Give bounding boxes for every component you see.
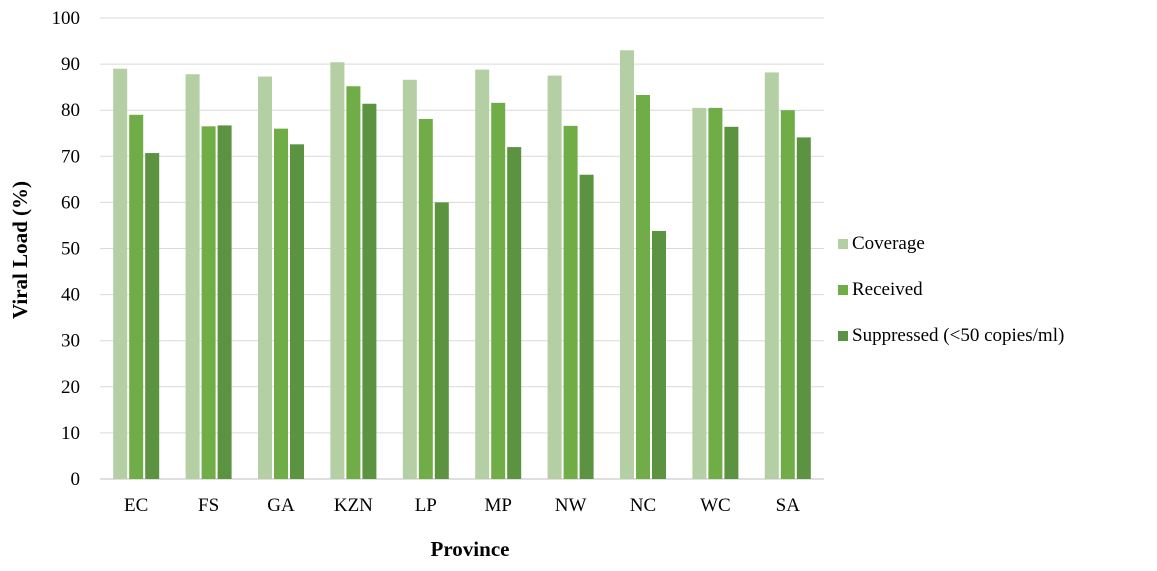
y-tick-label: 30 bbox=[61, 331, 80, 352]
legend-swatch bbox=[838, 285, 848, 295]
bar-lp-coverage bbox=[402, 79, 417, 480]
y-tick-label: 20 bbox=[61, 377, 80, 398]
y-tick-label: 70 bbox=[61, 146, 80, 167]
y-tick-label: 60 bbox=[61, 192, 80, 213]
bar-ec-coverage bbox=[113, 68, 128, 480]
bar-nc-received bbox=[636, 94, 650, 479]
bar-nw-suppressed bbox=[579, 174, 594, 480]
x-tick-label: NC bbox=[630, 495, 656, 516]
x-tick-label: NW bbox=[555, 495, 587, 516]
y-tick-label: 10 bbox=[61, 423, 80, 444]
bar-ec-received bbox=[129, 114, 144, 479]
legend-label: Received bbox=[852, 279, 923, 300]
legend: Coverage Received Suppressed (<50 copies/m… bbox=[838, 233, 1064, 346]
bar-wc-suppressed bbox=[724, 126, 739, 480]
bar-kzn-suppressed bbox=[362, 103, 377, 479]
bar-fs-received bbox=[201, 126, 216, 480]
y-tick-label: 0 bbox=[71, 469, 81, 490]
bars bbox=[113, 50, 811, 480]
bar-lp-suppressed bbox=[434, 202, 449, 479]
bar-mp-coverage bbox=[475, 69, 490, 479]
bar-fs-coverage bbox=[185, 74, 200, 479]
bar-ga-received bbox=[274, 128, 288, 479]
bar-sa-suppressed bbox=[796, 137, 811, 480]
x-tick-label: MP bbox=[484, 495, 511, 516]
legend-swatch bbox=[838, 331, 848, 341]
y-tick-label: 40 bbox=[61, 285, 80, 306]
x-axis-ticks: EC FS GA KZN LP MP NW NC WC SA bbox=[124, 495, 800, 516]
x-tick-label: LP bbox=[415, 495, 437, 516]
x-tick-label: GA bbox=[267, 495, 295, 516]
bar-ec-suppressed bbox=[145, 153, 160, 479]
x-tick-label: WC bbox=[700, 495, 731, 516]
y-axis-ticks: 0 10 20 30 40 50 60 70 80 90 100 bbox=[52, 8, 81, 490]
bar-mp-suppressed bbox=[507, 147, 522, 479]
x-tick-label: SA bbox=[776, 495, 801, 516]
bar-nc-coverage bbox=[620, 50, 634, 480]
x-tick-label: FS bbox=[198, 495, 219, 516]
legend-label: Coverage bbox=[852, 233, 925, 254]
y-axis-title: Viral Load (%) bbox=[8, 181, 32, 319]
bar-ga-suppressed bbox=[290, 144, 304, 479]
bar-nw-received bbox=[563, 125, 578, 480]
legend-label: Suppressed (<50 copies/ml) bbox=[852, 325, 1064, 346]
x-axis-title: Province bbox=[431, 537, 510, 561]
bar-kzn-coverage bbox=[330, 62, 345, 479]
y-tick-label: 80 bbox=[61, 100, 80, 121]
bar-sa-received bbox=[780, 110, 795, 479]
bar-lp-received bbox=[418, 118, 433, 480]
bar-nw-coverage bbox=[547, 75, 562, 479]
bar-sa-coverage bbox=[764, 72, 779, 479]
y-tick-label: 90 bbox=[61, 54, 80, 75]
bar-nc-suppressed bbox=[652, 230, 666, 479]
x-tick-label: KZN bbox=[334, 495, 373, 516]
bar-wc-received bbox=[708, 107, 723, 480]
bar-kzn-received bbox=[346, 86, 361, 479]
bar-ga-coverage bbox=[258, 76, 272, 479]
x-tick-label: EC bbox=[124, 495, 148, 516]
bar-mp-received bbox=[491, 102, 506, 479]
y-tick-label: 50 bbox=[61, 239, 80, 260]
y-tick-label: 100 bbox=[52, 8, 81, 29]
bar-fs-suppressed bbox=[217, 125, 232, 480]
legend-swatch bbox=[838, 239, 848, 249]
bar-wc-coverage bbox=[692, 107, 707, 480]
